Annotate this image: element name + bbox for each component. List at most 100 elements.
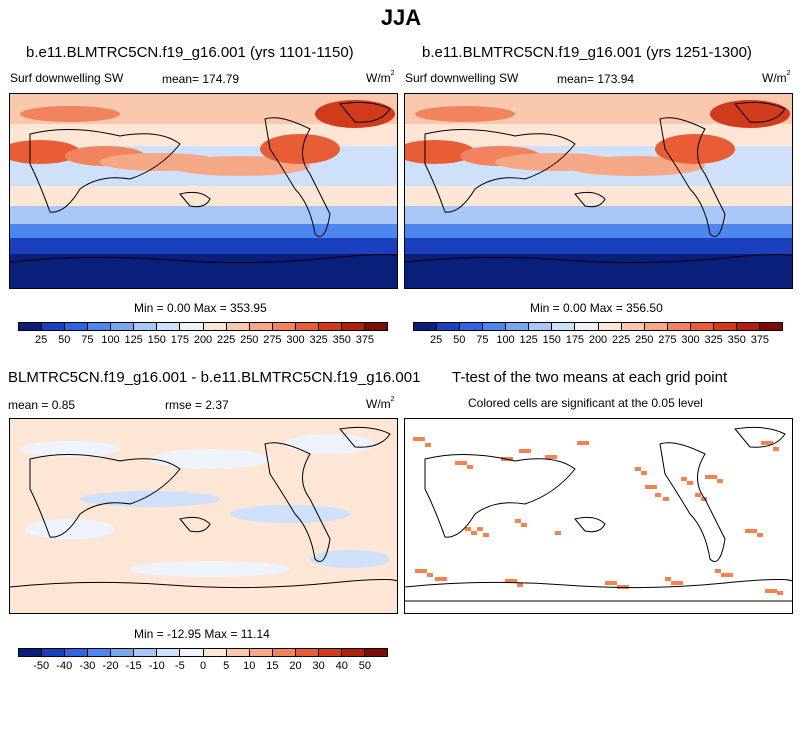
panel1-title: b.e11.BLMTRC5CN.f19_g16.001 (yrs 1101-11… (26, 44, 354, 61)
ttest-significant-cell (771, 589, 777, 593)
ttest-significant-cell (545, 455, 551, 459)
panel3-colorbar-swatch (65, 649, 89, 656)
panel4-map-plot (405, 419, 792, 613)
panel1-minmax: Min = 0.00 Max = 353.95 (134, 301, 267, 315)
panel3-colorbar-swatch (19, 649, 43, 656)
ttest-significant-cell (525, 449, 531, 453)
panel2-colorbar-swatch (667, 323, 691, 330)
ttest-significant-cell (695, 493, 701, 497)
ttest-significant-cell (767, 441, 773, 445)
panel1-colorbar-label: 175 (170, 334, 190, 346)
panel3-rmse: rmse = 2.37 (165, 398, 229, 412)
panel2-colorbar-label: 150 (542, 334, 561, 346)
panel1-colorbar-swatch (295, 323, 319, 330)
panel2-minmax: Min = 0.00 Max = 356.50 (530, 301, 663, 315)
ttest-significant-cell (677, 581, 683, 585)
ttest-significant-cell (761, 441, 767, 445)
panel2-colorbar-label: 300 (681, 334, 700, 346)
panel1-colorbar-label: 25 (35, 334, 48, 346)
panel3-colorbar-swatch (295, 649, 319, 656)
ttest-significant-cell (711, 475, 717, 479)
panel1-colorbar-swatch (272, 323, 296, 330)
panel4-map (404, 418, 793, 614)
ttest-significant-cell (701, 497, 707, 501)
ttest-significant-cell (515, 519, 521, 523)
panel3-colorbar-label: -50 (33, 660, 50, 672)
panel1-colorbar-label: 150 (147, 334, 166, 346)
panel3-colorbar-label: 0 (199, 660, 207, 672)
panel2-colorbar-swatch (644, 323, 668, 330)
ttest-significant-cell (651, 485, 657, 489)
panel1-colorbar-swatch (134, 323, 158, 330)
panel3-colorbar-swatch (341, 649, 365, 656)
ttest-significant-cell (435, 577, 441, 581)
ttest-significant-cell (721, 573, 727, 577)
panel3-colorbar-label: 50 (358, 660, 371, 672)
panel3-colorbar-label: -15 (125, 660, 142, 672)
panel1-colorbar-swatch (226, 323, 250, 330)
panel2-colorbar-label: 250 (635, 334, 654, 346)
panel1-colorbar-label: 75 (81, 334, 94, 346)
panel3-colorbar (18, 648, 388, 657)
panel3-colorbar-label: 10 (243, 660, 256, 672)
panel3-colorbar-swatch (157, 649, 181, 656)
ttest-significant-cell (517, 583, 523, 587)
panel3-colorbar-label: -40 (56, 660, 73, 672)
panel2-mean: mean= 173.94 (557, 72, 635, 86)
panel3-colorbar-swatch (272, 649, 296, 656)
panel3-mean: mean = 0.85 (8, 398, 76, 412)
panel3-units: W/m2 (366, 396, 395, 411)
panel3-colorbar-swatch (42, 649, 66, 656)
panel1-colorbar-swatch (249, 323, 273, 330)
panel3-colorbar-swatch (318, 649, 342, 656)
ttest-significant-cell (507, 457, 513, 461)
ttest-significant-cell (511, 579, 517, 583)
ttest-significant-cell (555, 531, 561, 535)
ttest-significant-cell (687, 481, 693, 485)
ttest-significant-cell (777, 591, 783, 595)
panel3-colorbar-label: 15 (266, 660, 279, 672)
panel2-colorbar-swatch (529, 323, 553, 330)
panel1-colorbar-label: 375 (355, 334, 375, 346)
panel2-colorbar-label: 325 (704, 334, 723, 346)
ttest-significant-cell (611, 581, 617, 585)
ttest-significant-cell (465, 527, 471, 531)
ttest-significant-cell (705, 475, 711, 479)
ttest-significant-cell (505, 579, 511, 583)
panel3-colorbar-label: -20 (102, 660, 119, 672)
panel1-map-plot (10, 94, 397, 288)
panel1-colorbar-swatch (364, 323, 387, 330)
figure-title: JJA (380, 5, 422, 30)
ttest-significant-cell (421, 569, 427, 573)
ttest-significant-cell (427, 573, 433, 577)
panel3-colorbar-label: -30 (79, 660, 96, 672)
panel2-colorbar-swatch (690, 323, 714, 330)
ttest-significant-cell (671, 581, 677, 585)
panel1-colorbar-swatch (157, 323, 181, 330)
panel3-colorbar-label: 30 (312, 660, 325, 672)
panel1-colorbar-label: 350 (332, 334, 351, 346)
panel3-colorbar-swatch (134, 649, 158, 656)
panel4-title: T-test of the two means at each grid poi… (452, 369, 728, 386)
panel3-map-plot (10, 419, 397, 613)
ttest-significant-cell (605, 581, 611, 585)
panel3-colorbar-labels: -50 -40 -30 -20 -15 -10 -5 0 5 10 15 20 30 40 50 (18, 660, 388, 674)
panel2-colorbar-label: 125 (519, 334, 538, 346)
panel2-colorbar (413, 322, 783, 331)
panel1-mean: mean= 174.79 (162, 72, 240, 86)
ttest-significant-cell (415, 569, 421, 573)
panel1-colorbar-swatch (180, 323, 204, 330)
panel1-colorbar-label: 100 (101, 334, 120, 346)
panel3-colorbar-label: -5 (174, 660, 185, 672)
panel3-colorbar-swatch (203, 649, 227, 656)
panel1-colorbar-label: 200 (193, 334, 213, 346)
panel2-colorbar-swatch (414, 323, 438, 330)
panel2-map (404, 93, 793, 289)
panel1-colorbar-swatch (65, 323, 89, 330)
panel2-colorbar-label: 50 (453, 334, 466, 346)
panel2-colorbar-label: 350 (727, 334, 746, 346)
panel2-colorbar-label: 175 (565, 334, 585, 346)
panel2-colorbar-label: 275 (658, 334, 677, 346)
panel1-colorbar-swatch (19, 323, 43, 330)
panel2-colorbar-swatch (552, 323, 576, 330)
